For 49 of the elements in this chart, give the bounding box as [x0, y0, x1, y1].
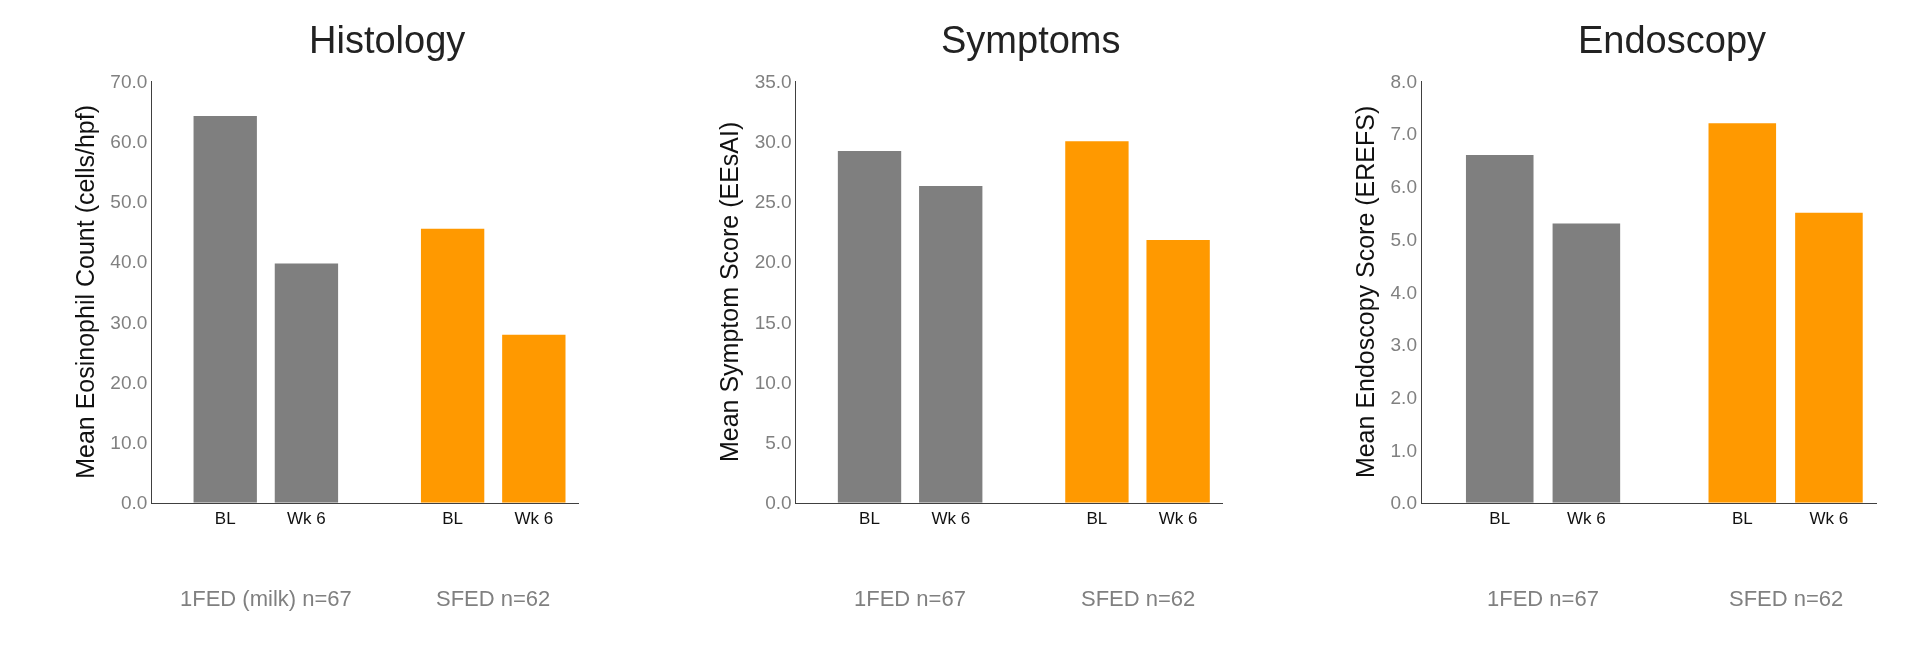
text: 1FED n=67 — [1487, 586, 1599, 611]
y-tick-label: 8.0 — [1390, 70, 1417, 92]
y-tick-label: 35.0 — [754, 70, 792, 92]
y-tick-label: 60.0 — [110, 130, 148, 152]
y-tick-label: 70.0 — [110, 70, 148, 92]
y-tick-label: 0.0 — [1390, 492, 1417, 514]
y-tick-label: 6.0 — [1390, 176, 1417, 198]
y-tick-label: 20.0 — [110, 371, 148, 393]
y-tick-label: 20.0 — [754, 251, 792, 273]
y-tick-label: 5.0 — [1390, 228, 1417, 250]
chart-title: Histology — [309, 19, 466, 61]
y-tick-label: 0.0 — [120, 492, 148, 514]
chart-title: Symptoms — [941, 19, 1121, 61]
y-tick-label: 50.0 — [110, 191, 148, 213]
y-tick-label: 0.0 — [765, 492, 792, 514]
x-tick-label: Wk 6 — [514, 509, 554, 529]
y-tick-label: 5.0 — [765, 432, 792, 454]
text: 1FED (milk) n=67 — [180, 586, 352, 611]
text: SFED n=62 — [1729, 586, 1844, 611]
text: SFED n=62 — [436, 586, 551, 611]
text: SFED n=62 — [1081, 586, 1196, 611]
x-tick-label: BL — [214, 509, 236, 529]
x-tick-label: Wk 6 — [931, 509, 971, 529]
chart-title: Endoscopy — [1578, 19, 1767, 61]
y-axis-title: Mean Symptom Score (EEsAI) — [715, 121, 744, 463]
y-tick-label: 1.0 — [1390, 439, 1417, 461]
x-tick-label: Wk 6 — [1158, 509, 1198, 529]
x-tick-label: BL — [1489, 509, 1511, 529]
x-tick-label: BL — [859, 509, 880, 529]
x-tick-label: Wk 6 — [1567, 509, 1606, 529]
y-tick-label: 7.0 — [1390, 123, 1417, 145]
x-tick-label: Wk 6 — [287, 509, 326, 529]
y-tick-label: 30.0 — [754, 130, 792, 152]
y-tick-label: 40.0 — [110, 251, 148, 273]
x-tick-label: BL — [1731, 509, 1753, 529]
y-tick-label: 30.0 — [110, 311, 148, 333]
y-tick-label: 3.0 — [1390, 334, 1417, 356]
x-tick-label: Wk 6 — [1809, 509, 1849, 529]
y-axis-title: Mean Endoscopy Score (EREFS) — [1351, 105, 1380, 479]
y-tick-label: 2.0 — [1390, 386, 1417, 408]
y-axis-title: Mean Eosinophil Count (cells/hpf) — [71, 104, 100, 479]
text: 1FED n=67 — [854, 586, 966, 611]
y-tick-label: 25.0 — [754, 191, 792, 213]
y-tick-label: 10.0 — [754, 371, 792, 393]
x-tick-label: BL — [1086, 509, 1108, 529]
y-tick-label: 10.0 — [110, 432, 148, 454]
y-tick-label: 15.0 — [754, 311, 792, 333]
y-tick-label: 4.0 — [1390, 281, 1417, 303]
x-tick-label: BL — [442, 509, 464, 529]
